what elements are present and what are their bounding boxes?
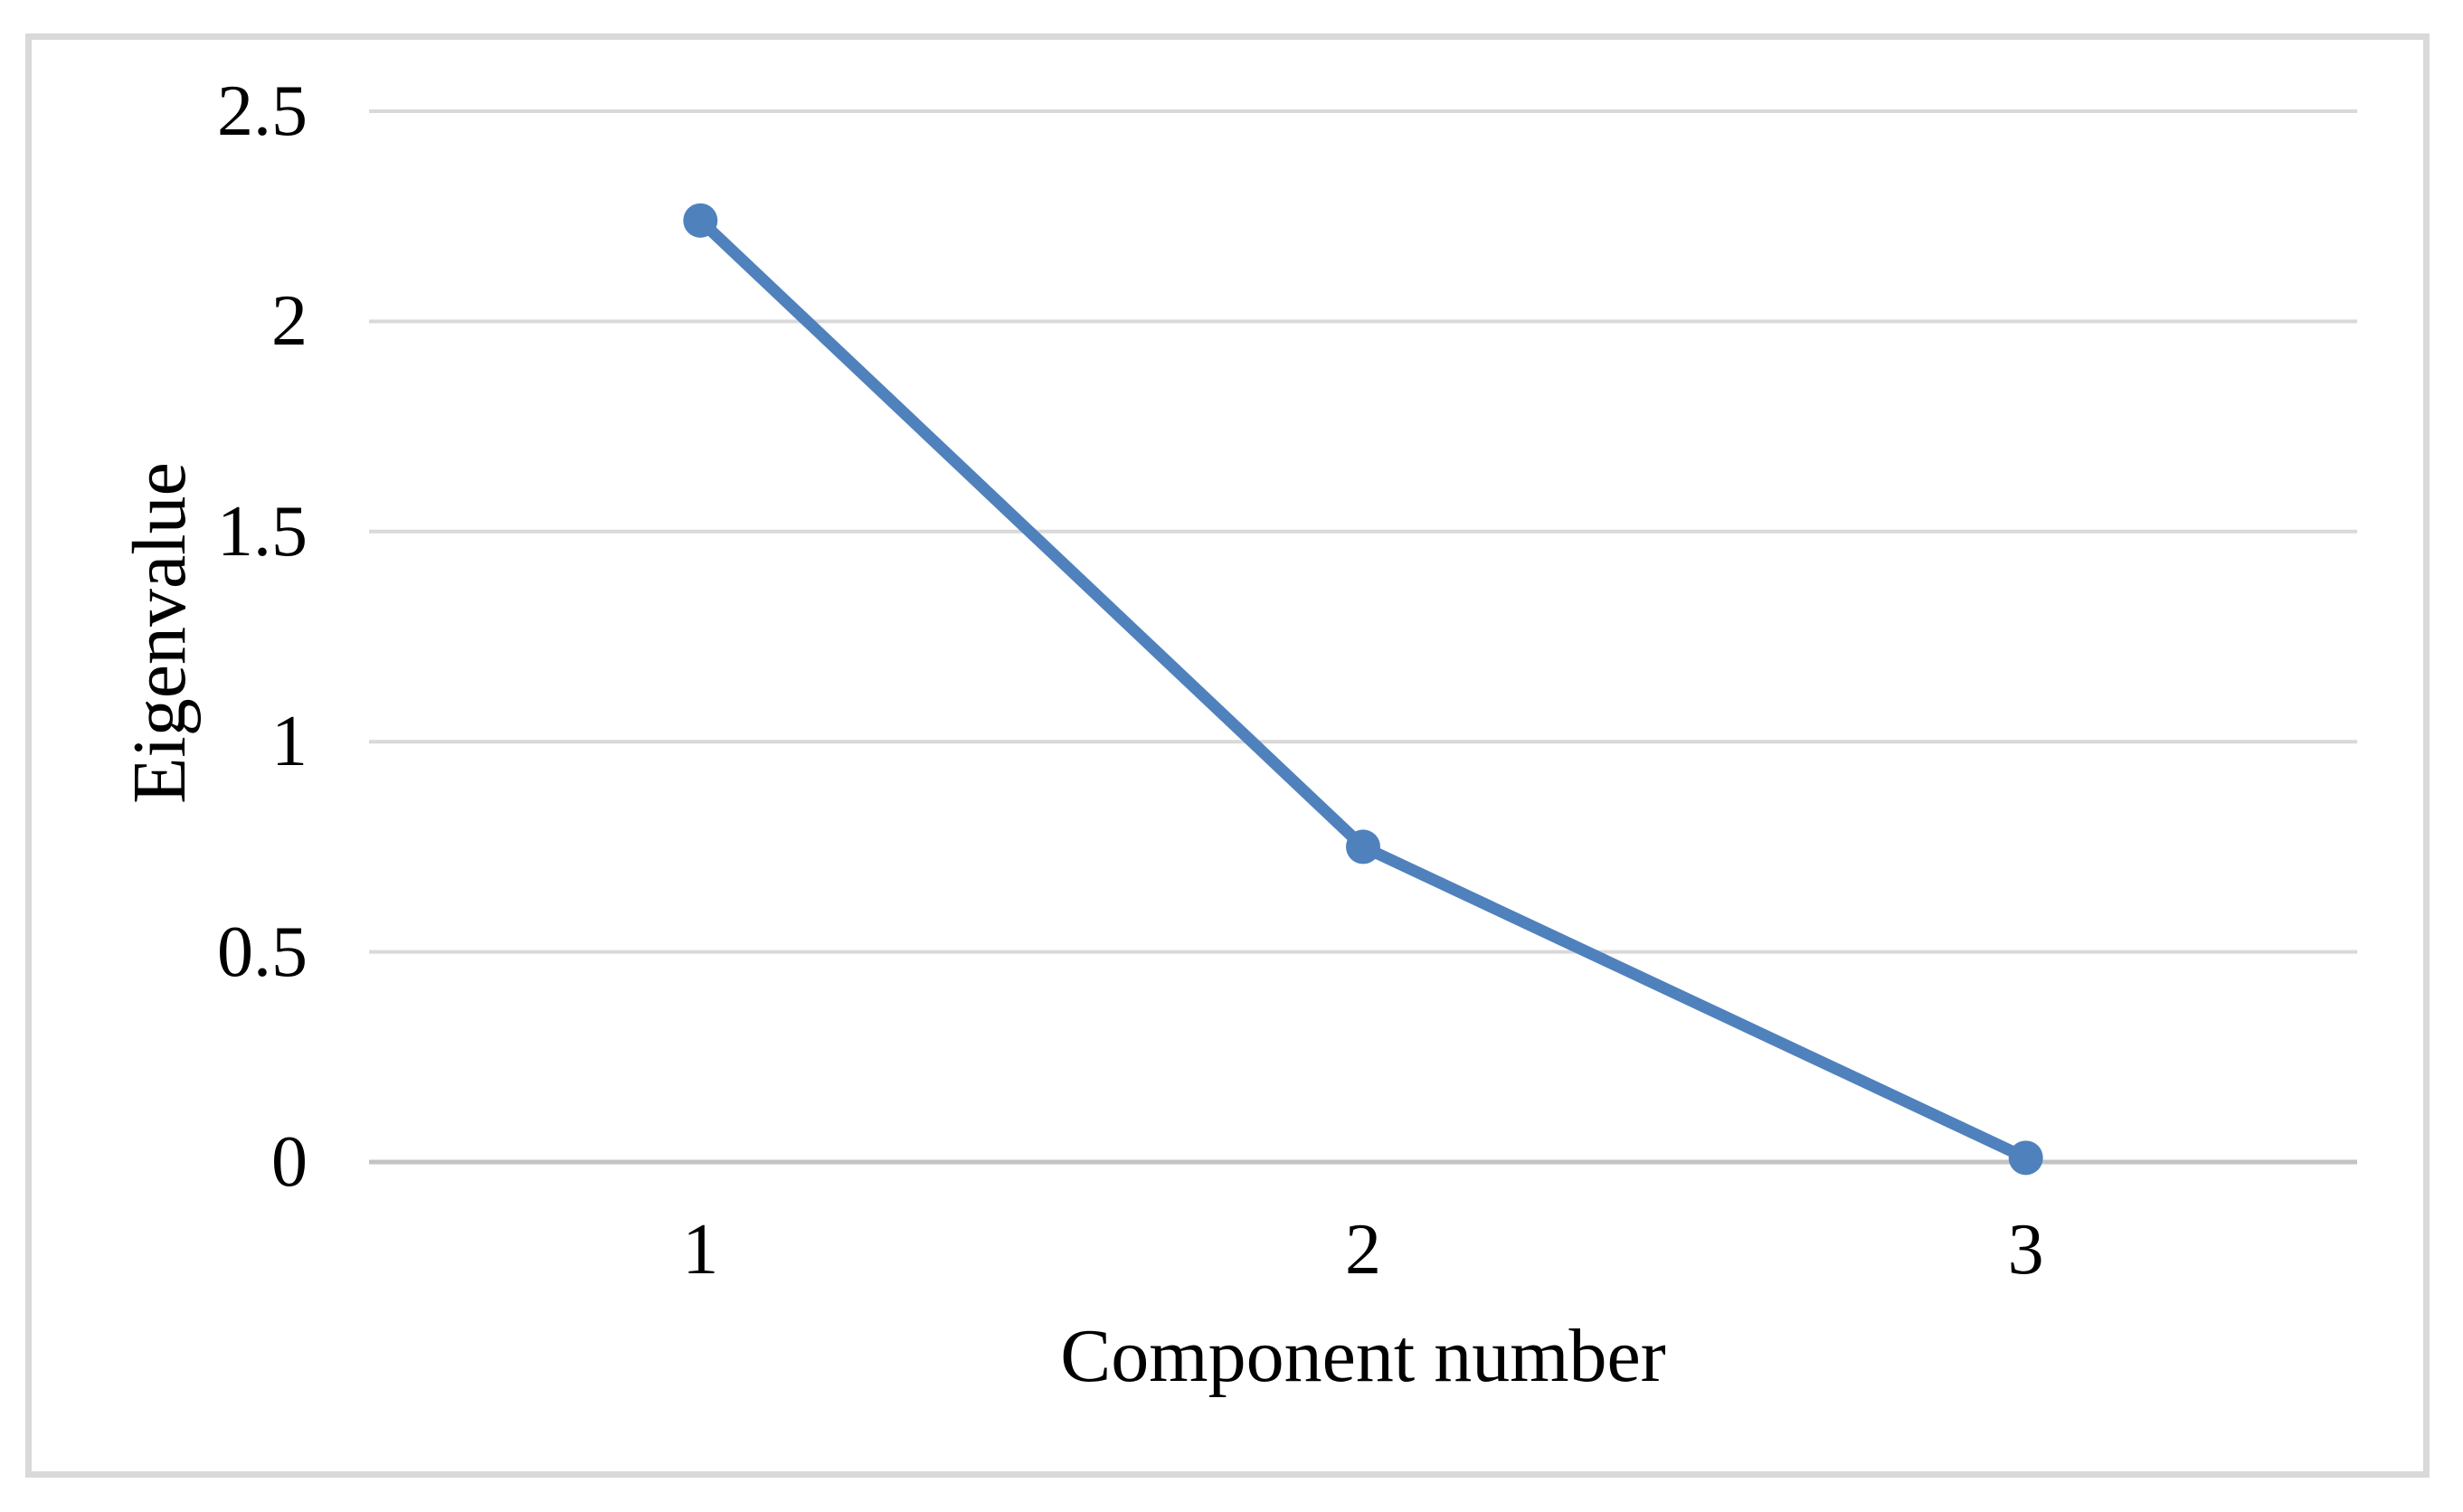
y-tick-label: 1.5 xyxy=(217,491,308,572)
y-tick-label: 0.5 xyxy=(217,912,308,992)
data-point-marker xyxy=(2008,1140,2043,1176)
x-axis-title: Component number xyxy=(1060,1314,1666,1398)
y-tick-label: 2.5 xyxy=(217,71,308,151)
series-line xyxy=(694,214,2032,1164)
data-point-marker xyxy=(1346,829,1380,865)
x-tick-label: 3 xyxy=(2007,1210,2044,1290)
y-tick-label: 1 xyxy=(271,702,308,782)
x-tick-label: 2 xyxy=(1345,1210,1381,1290)
y-tick-label: 2 xyxy=(271,281,308,362)
data-point-marker xyxy=(683,203,718,238)
chart-outer-frame xyxy=(25,33,2430,1478)
x-tick-label: 1 xyxy=(682,1210,719,1290)
y-tick-label: 0 xyxy=(271,1122,308,1202)
